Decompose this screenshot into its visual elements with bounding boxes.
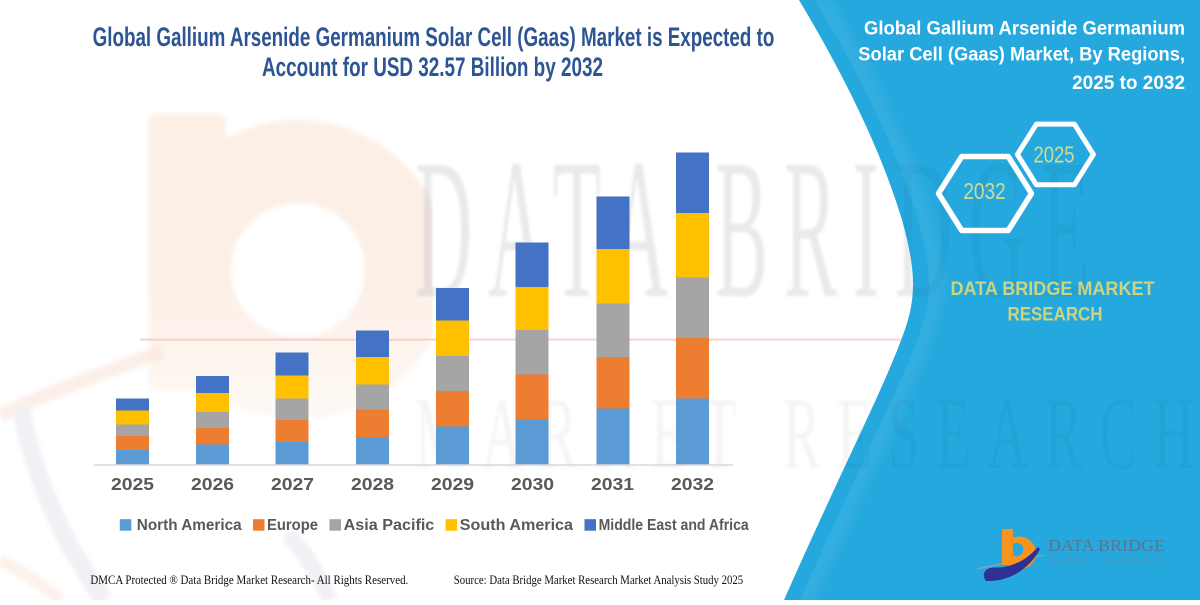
svg-text:2030: 2030 xyxy=(511,474,554,494)
svg-text:Asia Pacific: Asia Pacific xyxy=(344,517,435,534)
svg-text:2028: 2028 xyxy=(351,474,394,494)
svg-text:MARKET RESEARCH: MARKET RESEARCH xyxy=(1049,557,1168,565)
svg-text:Source: Data Bridge Market Res: Source: Data Bridge Market Research Mark… xyxy=(454,573,743,587)
svg-text:2025 to 2032: 2025 to 2032 xyxy=(1072,73,1185,94)
svg-text:Global Gallium Arsenide German: Global Gallium Arsenide Germanium Solar … xyxy=(93,22,775,52)
svg-text:Solar Cell (Gaas) Market, By R: Solar Cell (Gaas) Market, By Regions, xyxy=(858,44,1185,66)
svg-text:RESEARCH: RESEARCH xyxy=(1008,304,1103,325)
svg-text:North America: North America xyxy=(137,517,242,534)
svg-text:2031: 2031 xyxy=(591,474,634,494)
svg-text:Account for USD 32.57 Billion: Account for USD 32.57 Billion by 2032 xyxy=(262,52,603,82)
svg-text:Europe: Europe xyxy=(267,517,318,534)
svg-text:2032: 2032 xyxy=(963,178,1005,204)
svg-text:South America: South America xyxy=(460,517,573,534)
svg-text:2025: 2025 xyxy=(111,474,154,494)
svg-text:2032: 2032 xyxy=(671,474,714,494)
svg-text:2026: 2026 xyxy=(191,474,234,494)
svg-text:2027: 2027 xyxy=(271,474,314,494)
svg-text:DATA BRIDGE: DATA BRIDGE xyxy=(1048,536,1165,555)
svg-text:Middle East and Africa: Middle East and Africa xyxy=(599,517,749,534)
svg-text:Global Gallium Arsenide German: Global Gallium Arsenide Germanium xyxy=(864,18,1185,40)
svg-text:DATA BRIDGE MARKET: DATA BRIDGE MARKET xyxy=(950,278,1155,300)
svg-text:2025: 2025 xyxy=(1033,142,1074,168)
svg-text:2029: 2029 xyxy=(431,474,474,494)
svg-text:DMCA Protected ® Data Bridge M: DMCA Protected ® Data Bridge Market Rese… xyxy=(90,573,408,587)
